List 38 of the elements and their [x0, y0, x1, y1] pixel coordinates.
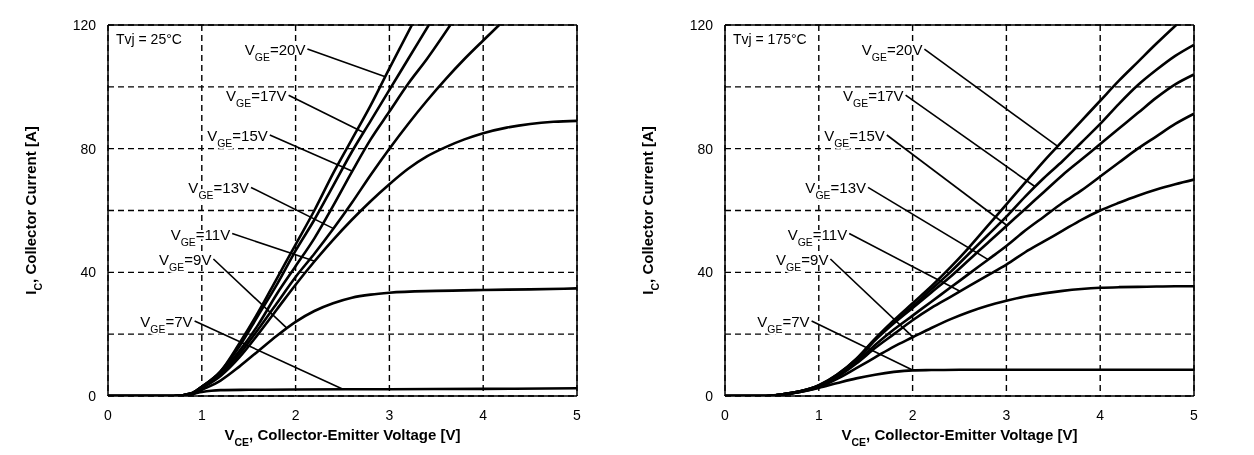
annotation: V$_{GE}$=20V [861, 41, 923, 64]
y-tick-label: 0 [88, 387, 97, 404]
annotation: V$_{GE}$=15V [207, 127, 268, 149]
annotation: V$_{GE}$=20V [244, 41, 306, 64]
x-tick-label: 3 [385, 406, 394, 423]
y-tick-label: 80 [697, 140, 714, 157]
y-tick-label: 40 [697, 264, 714, 281]
annotation: V$_{GE}$=15V [824, 127, 885, 149]
x-tick-label: 2 [908, 406, 917, 423]
x-tick-label: 5 [573, 406, 582, 423]
x-tick-label: 0 [104, 406, 113, 423]
y-tick-label: 120 [72, 16, 97, 33]
x-tick-label: 4 [479, 406, 488, 423]
y-tick-label: 0 [705, 387, 714, 404]
annotation: V$_{GE}$=17V [842, 87, 904, 110]
annotation: V$_{GE}$=17V [225, 87, 287, 110]
x-tick-label: 0 [721, 406, 730, 423]
x-tick-label: 1 [814, 406, 823, 423]
annotation: Tvj = 25°C [116, 31, 182, 47]
x-axis-title: V$_{CE}$, Collector-Emitter Voltage [V] [224, 426, 461, 448]
annotation: V$_{GE}$=11V [787, 225, 848, 248]
annotation: V$_{GE}$=11V [170, 225, 231, 248]
x-tick-label: 2 [291, 406, 300, 423]
annotation: V$_{GE}$=7V [140, 313, 193, 335]
y-tick-label: 80 [80, 140, 97, 157]
x-tick-label: 4 [1096, 406, 1105, 423]
annotation: V$_{GE}$=7V [757, 313, 810, 335]
annotation: V$_{GE}$=13V [805, 179, 866, 202]
x-axis-title: V$_{CE}$, Collector-Emitter Voltage [V] [841, 426, 1078, 448]
annotation: V$_{GE}$=13V [188, 179, 249, 202]
annotation: V$_{GE}$=9V [776, 251, 829, 273]
x-tick-label: 3 [1002, 406, 1011, 423]
annotation: V$_{GE}$=9V [159, 251, 212, 273]
y-tick-label: 40 [80, 264, 97, 281]
x-tick-label: 5 [1190, 406, 1199, 423]
y-tick-label: 120 [689, 16, 714, 33]
annotation: Tvj = 175°C [733, 31, 807, 47]
x-tick-label: 1 [197, 406, 206, 423]
